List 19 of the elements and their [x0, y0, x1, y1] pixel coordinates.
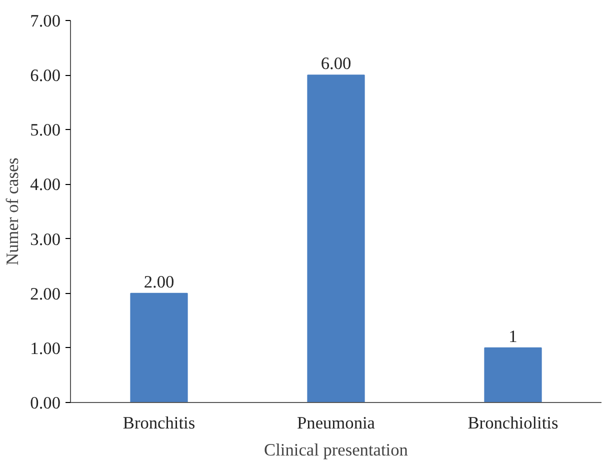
x-tick-label: Bronchiolitis [468, 414, 558, 432]
bar [130, 292, 188, 402]
y-tick-label: 6.00 [30, 66, 61, 86]
x-axis-title: Clinical presentation [264, 440, 408, 460]
bar [484, 347, 542, 402]
data-label: 6.00 [320, 54, 352, 74]
bar [307, 74, 365, 402]
x-tick-label: Pneumonia [297, 414, 376, 432]
x-tick-label: Bronchitis [122, 414, 196, 432]
y-tick-label: 5.00 [30, 120, 61, 140]
data-label: 1 [508, 326, 518, 346]
y-tick-label: 3.00 [30, 230, 61, 249]
y-axis-title: Numer of cases [3, 157, 22, 266]
y-tick-label: 4.00 [30, 175, 61, 194]
y-tick-label: 1.00 [30, 338, 61, 358]
data-label: 2.00 [144, 272, 174, 292]
y-tick-label: 7.00 [30, 12, 61, 30]
y-tick-label: 2.00 [30, 284, 61, 304]
y-tick-label: 0.00 [30, 394, 61, 412]
